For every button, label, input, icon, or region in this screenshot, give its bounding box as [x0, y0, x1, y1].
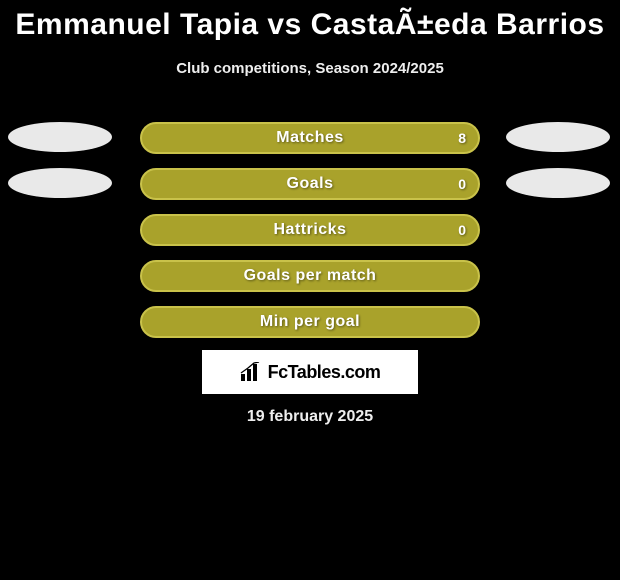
stat-label: Goals: [287, 175, 334, 193]
stat-bar: Matches 8: [140, 122, 480, 154]
stat-bar: Min per goal: [140, 306, 480, 338]
stat-bar: Goals 0: [140, 168, 480, 200]
stat-value: 0: [458, 176, 466, 192]
stat-row: Goals per match: [0, 258, 620, 304]
left-player-ellipse: [8, 168, 112, 198]
stat-label: Min per goal: [260, 313, 360, 331]
stat-bar: Hattricks 0: [140, 214, 480, 246]
stat-row: Min per goal: [0, 304, 620, 350]
footer-date: 19 february 2025: [0, 408, 620, 426]
comparison-infographic: Emmanuel Tapia vs CastaÃ±eda Barrios Clu…: [0, 0, 620, 580]
stat-value: 8: [458, 130, 466, 146]
stat-value: 0: [458, 222, 466, 238]
right-player-ellipse: [506, 122, 610, 152]
stat-rows: Matches 8 Goals 0 Hattricks 0 Goals per match M…: [0, 120, 620, 350]
stat-row: Matches 8: [0, 120, 620, 166]
stat-row: Goals 0: [0, 166, 620, 212]
footer-logo-text: FcTables.com: [268, 362, 381, 383]
stat-label: Hattricks: [274, 221, 347, 239]
right-player-ellipse: [506, 168, 610, 198]
stat-bar: Goals per match: [140, 260, 480, 292]
page-subtitle: Club competitions, Season 2024/2025: [0, 60, 620, 77]
stat-label: Matches: [276, 129, 344, 147]
footer-logo: FcTables.com: [202, 350, 418, 394]
stat-row: Hattricks 0: [0, 212, 620, 258]
bar-chart-icon: [240, 362, 262, 382]
left-player-ellipse: [8, 122, 112, 152]
page-title: Emmanuel Tapia vs CastaÃ±eda Barrios: [0, 0, 620, 42]
stat-label: Goals per match: [244, 267, 377, 285]
